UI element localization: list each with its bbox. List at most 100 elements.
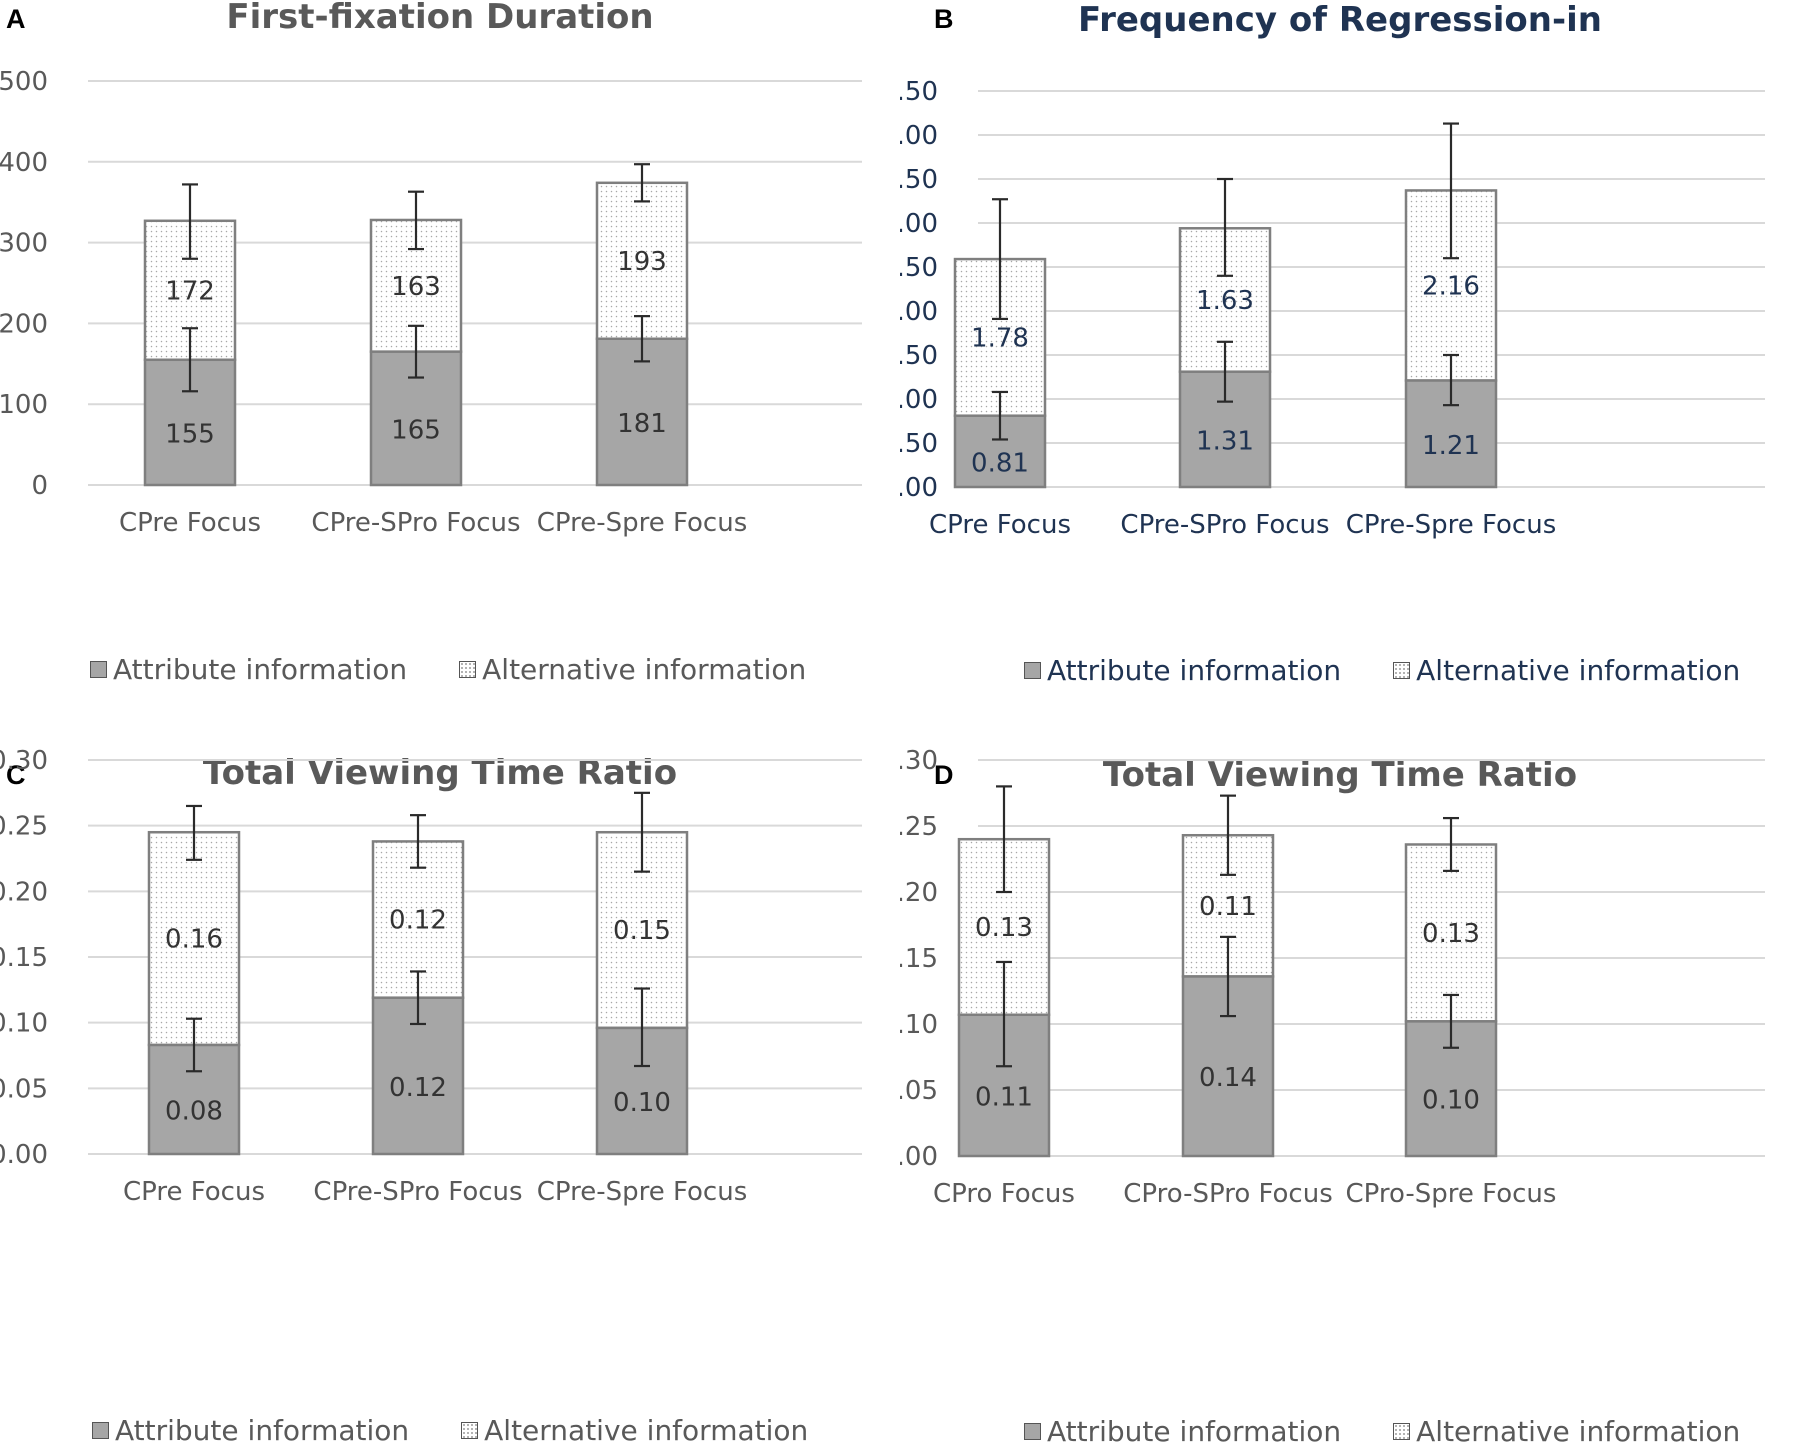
- x-category-label: CPre-SPro Focus: [311, 508, 520, 538]
- y-tick-label: 0.05: [900, 1076, 938, 1106]
- x-category-label: CPre-Spre Focus: [1346, 510, 1557, 540]
- y-tick-label: 0.50: [900, 429, 938, 459]
- error-bar-attribute: [182, 327, 198, 393]
- error-bar-attribute: [634, 987, 650, 1068]
- chart-plot-d: 0.00 0.05 0.10 0.15 0.20 0.25 0.30 0.11 0.13 CPro…: [900, 746, 1765, 1209]
- panel-label-c: C: [6, 760, 26, 790]
- error-bar-attribute: [1217, 340, 1233, 403]
- legend-swatch-alternative: [461, 1422, 479, 1439]
- legend-label-alternative: Alternative information: [482, 653, 807, 686]
- data-label-alternative: 0.11: [1199, 892, 1257, 922]
- chart-plot-b: 0.00 0.50 1.00 1.50 2.00 2.50 3.00 3.50 4.00 4.50…: [900, 77, 1765, 540]
- y-tick-label: 0: [31, 471, 48, 501]
- y-tick-label: 3.50: [900, 165, 938, 195]
- x-category-label: CPro-Spre Focus: [1346, 1179, 1557, 1209]
- panel-label-a: A: [6, 4, 26, 34]
- data-label-alternative: 1.78: [971, 323, 1029, 353]
- y-tick-label: 0.05: [0, 1074, 48, 1104]
- error-bar-alternative: [1443, 122, 1459, 260]
- y-tick-label: 0.00: [900, 1142, 938, 1172]
- y-tick-label: 0.30: [0, 746, 48, 776]
- legend-swatch-alternative: [459, 661, 477, 678]
- legend-item-attribute: Attribute information: [92, 1414, 409, 1447]
- error-bar-alternative: [992, 198, 1008, 321]
- data-label-alternative: 193: [617, 247, 667, 277]
- legend-swatch-alternative: [1393, 1423, 1411, 1440]
- error-bar-alternative: [408, 190, 424, 251]
- data-label-attribute: 0.11: [975, 1082, 1033, 1112]
- y-tick-label: 0.00: [900, 473, 938, 503]
- data-label-attribute: 181: [617, 409, 667, 439]
- y-tick-label: 0.25: [900, 812, 938, 842]
- x-category-label: CPre Focus: [929, 510, 1071, 540]
- y-tick-label: 0.30: [900, 746, 938, 776]
- y-tick-label: 0.15: [900, 944, 938, 974]
- data-label-attribute: 1.21: [1422, 431, 1480, 461]
- legend-label-alternative: Alternative information: [1416, 1415, 1741, 1448]
- error-bar-alternative: [634, 163, 650, 203]
- legend-label-attribute: Attribute information: [113, 653, 408, 686]
- data-label-alternative: 0.15: [613, 916, 671, 946]
- legend-swatch-attribute: [92, 1422, 109, 1439]
- legend-item-attribute: Attribute information: [1024, 654, 1341, 687]
- x-category-label: CPre Focus: [119, 508, 261, 538]
- y-tick-label: 0.15: [0, 943, 48, 973]
- y-tick-label: 1.00: [900, 385, 938, 415]
- bar-alternative: [953, 257, 1047, 417]
- legend-swatch-attribute: [90, 661, 107, 678]
- panel-label-b: B: [934, 4, 954, 34]
- error-bar-attribute: [992, 390, 1008, 441]
- data-label-alternative: 1.63: [1196, 286, 1254, 316]
- chart-panel-a: A First-fixation Duration 0 100 200 300 400 5…: [0, 0, 900, 725]
- error-bar-attribute: [996, 960, 1012, 1068]
- chart-title-a: First-fixation Duration: [226, 0, 654, 37]
- y-tick-label: 100: [0, 390, 48, 420]
- chart-title-d: Total Viewing Time Ratio: [1102, 755, 1578, 795]
- error-bar-alternative: [186, 804, 202, 861]
- data-label-attribute: 0.14: [1199, 1063, 1257, 1093]
- error-bar-attribute: [634, 315, 650, 363]
- x-category-label: CPre-Spre Focus: [537, 1177, 748, 1207]
- data-label-attribute: 165: [391, 415, 441, 445]
- chart-plot-a: 0 100 200 300 400 500 155 172 CPre Focus 165 163 CP…: [0, 67, 862, 538]
- chart-panel-d: D Total Viewing Time Ratio 0.000.050.100…: [900, 726, 1800, 1451]
- error-bar-alternative: [1217, 177, 1233, 277]
- y-tick-label: 0.10: [0, 1009, 48, 1039]
- y-tick-label: 0.25: [0, 812, 48, 842]
- x-category-label: CPre-SPro Focus: [1120, 510, 1329, 540]
- chart-panel-c: C Total Viewing Time Ratio 0.000.050.100…: [0, 726, 900, 1451]
- legend-label-attribute: Attribute information: [115, 1414, 410, 1447]
- data-label-alternative: 172: [165, 276, 215, 306]
- data-label-alternative: 0.16: [165, 925, 223, 955]
- legend-item-alternative: Alternative information: [461, 1414, 808, 1447]
- error-bar-attribute: [1443, 353, 1459, 407]
- data-label-alternative: 0.13: [975, 913, 1033, 943]
- error-bar-attribute: [1220, 935, 1236, 1018]
- y-tick-label: 4.00: [900, 121, 938, 151]
- data-label-alternative: 163: [391, 272, 441, 302]
- error-bar-attribute: [408, 324, 424, 379]
- legend-label-alternative: Alternative information: [484, 1414, 809, 1447]
- data-label-attribute: 0.10: [1422, 1086, 1480, 1116]
- legend-a: Attribute information Alternative inform…: [90, 653, 806, 686]
- y-tick-label: 500: [0, 67, 48, 97]
- error-bar-alternative: [1220, 794, 1236, 876]
- error-bar-alternative: [996, 785, 1012, 894]
- y-tick-label: 4.50: [900, 77, 938, 107]
- data-label-attribute: 155: [165, 419, 215, 449]
- data-label-attribute: 0.08: [165, 1096, 223, 1126]
- x-category-label: CPro-SPro Focus: [1123, 1179, 1333, 1209]
- y-tick-label: 2.50: [900, 253, 938, 283]
- y-tick-label: 1.50: [900, 341, 938, 371]
- error-bar-alternative: [182, 183, 198, 260]
- y-tick-label: 3.00: [900, 209, 938, 239]
- data-label-attribute: 0.12: [389, 1073, 447, 1103]
- y-tick-label: 0.20: [0, 877, 48, 907]
- y-tick-label: 2.00: [900, 297, 938, 327]
- legend-swatch-attribute: [1024, 1423, 1041, 1440]
- data-label-attribute: 0.10: [613, 1088, 671, 1118]
- chart-title-b: Frequency of Regression-in: [1078, 0, 1602, 40]
- error-bar-attribute: [410, 970, 426, 1026]
- chart-plot-c: 0.00 0.05 0.10 0.15 0.20 0.25 0.30 0.08 0.16 CPre…: [0, 746, 862, 1207]
- data-label-attribute: 1.31: [1196, 426, 1254, 456]
